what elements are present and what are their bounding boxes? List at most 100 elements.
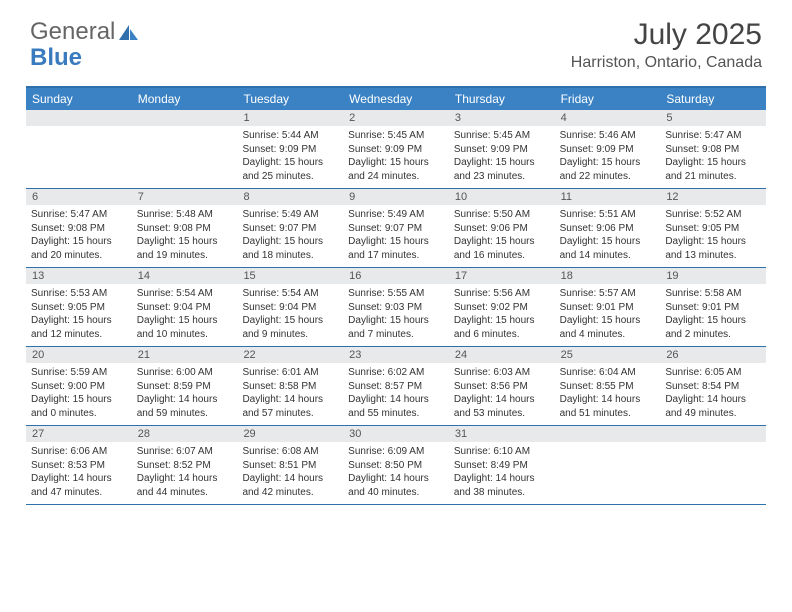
sunrise-line: Sunrise: 5:48 AM [137, 208, 233, 222]
sunset-line: Sunset: 8:53 PM [31, 459, 127, 473]
day-number: 4 [555, 110, 661, 126]
sunset-line: Sunset: 9:07 PM [348, 222, 444, 236]
day-number: 27 [26, 426, 132, 442]
day-cell: 31Sunrise: 6:10 AMSunset: 8:49 PMDayligh… [449, 426, 555, 504]
day-number: 18 [555, 268, 661, 284]
daylight-line: Daylight: 14 hours and 49 minutes. [665, 393, 761, 420]
day-number: 14 [132, 268, 238, 284]
daylight-line: Daylight: 15 hours and 0 minutes. [31, 393, 127, 420]
day-number [555, 426, 661, 442]
sunrise-line: Sunrise: 6:03 AM [454, 366, 550, 380]
sunrise-line: Sunrise: 5:55 AM [348, 287, 444, 301]
day-body: Sunrise: 6:03 AMSunset: 8:56 PMDaylight:… [449, 363, 555, 424]
day-cell: 6Sunrise: 5:47 AMSunset: 9:08 PMDaylight… [26, 189, 132, 267]
sunrise-line: Sunrise: 5:49 AM [242, 208, 338, 222]
sunset-line: Sunset: 8:50 PM [348, 459, 444, 473]
daylight-line: Daylight: 15 hours and 21 minutes. [665, 156, 761, 183]
day-cell: 8Sunrise: 5:49 AMSunset: 9:07 PMDaylight… [237, 189, 343, 267]
day-cell: 15Sunrise: 5:54 AMSunset: 9:04 PMDayligh… [237, 268, 343, 346]
day-body: Sunrise: 5:49 AMSunset: 9:07 PMDaylight:… [237, 205, 343, 266]
week-row: 27Sunrise: 6:06 AMSunset: 8:53 PMDayligh… [26, 426, 766, 505]
day-cell: 12Sunrise: 5:52 AMSunset: 9:05 PMDayligh… [660, 189, 766, 267]
daylight-line: Daylight: 14 hours and 53 minutes. [454, 393, 550, 420]
day-cell: 23Sunrise: 6:02 AMSunset: 8:57 PMDayligh… [343, 347, 449, 425]
day-body: Sunrise: 6:00 AMSunset: 8:59 PMDaylight:… [132, 363, 238, 424]
sunset-line: Sunset: 9:06 PM [454, 222, 550, 236]
daylight-line: Daylight: 15 hours and 25 minutes. [242, 156, 338, 183]
daylight-line: Daylight: 15 hours and 17 minutes. [348, 235, 444, 262]
day-number: 5 [660, 110, 766, 126]
sunrise-line: Sunrise: 5:54 AM [137, 287, 233, 301]
day-cell: 13Sunrise: 5:53 AMSunset: 9:05 PMDayligh… [26, 268, 132, 346]
day-body: Sunrise: 5:51 AMSunset: 9:06 PMDaylight:… [555, 205, 661, 266]
sunrise-line: Sunrise: 6:05 AM [665, 366, 761, 380]
day-cell: 11Sunrise: 5:51 AMSunset: 9:06 PMDayligh… [555, 189, 661, 267]
sunset-line: Sunset: 9:01 PM [665, 301, 761, 315]
week-row: 13Sunrise: 5:53 AMSunset: 9:05 PMDayligh… [26, 268, 766, 347]
sunset-line: Sunset: 9:08 PM [137, 222, 233, 236]
day-cell [26, 110, 132, 188]
day-body: Sunrise: 5:50 AMSunset: 9:06 PMDaylight:… [449, 205, 555, 266]
weekday-label: Sunday [26, 88, 132, 110]
sunset-line: Sunset: 8:55 PM [560, 380, 656, 394]
day-number: 28 [132, 426, 238, 442]
day-number: 16 [343, 268, 449, 284]
sunset-line: Sunset: 9:06 PM [560, 222, 656, 236]
day-body: Sunrise: 6:08 AMSunset: 8:51 PMDaylight:… [237, 442, 343, 503]
day-body [555, 442, 661, 500]
day-number: 15 [237, 268, 343, 284]
day-cell: 7Sunrise: 5:48 AMSunset: 9:08 PMDaylight… [132, 189, 238, 267]
sunset-line: Sunset: 9:04 PM [242, 301, 338, 315]
day-number: 29 [237, 426, 343, 442]
daylight-line: Daylight: 15 hours and 22 minutes. [560, 156, 656, 183]
day-cell: 4Sunrise: 5:46 AMSunset: 9:09 PMDaylight… [555, 110, 661, 188]
sunset-line: Sunset: 9:04 PM [137, 301, 233, 315]
day-number: 12 [660, 189, 766, 205]
day-number: 19 [660, 268, 766, 284]
sunrise-line: Sunrise: 5:51 AM [560, 208, 656, 222]
sunrise-line: Sunrise: 5:49 AM [348, 208, 444, 222]
weekday-label: Wednesday [343, 88, 449, 110]
sunrise-line: Sunrise: 6:04 AM [560, 366, 656, 380]
sunset-line: Sunset: 8:51 PM [242, 459, 338, 473]
day-cell: 29Sunrise: 6:08 AMSunset: 8:51 PMDayligh… [237, 426, 343, 504]
day-number: 1 [237, 110, 343, 126]
day-body: Sunrise: 6:09 AMSunset: 8:50 PMDaylight:… [343, 442, 449, 503]
week-row: 1Sunrise: 5:44 AMSunset: 9:09 PMDaylight… [26, 110, 766, 189]
day-body: Sunrise: 5:47 AMSunset: 9:08 PMDaylight:… [660, 126, 766, 187]
sunrise-line: Sunrise: 5:47 AM [665, 129, 761, 143]
daylight-line: Daylight: 15 hours and 14 minutes. [560, 235, 656, 262]
sunset-line: Sunset: 9:00 PM [31, 380, 127, 394]
sunset-line: Sunset: 9:01 PM [560, 301, 656, 315]
day-number: 20 [26, 347, 132, 363]
sunrise-line: Sunrise: 5:45 AM [454, 129, 550, 143]
day-cell: 27Sunrise: 6:06 AMSunset: 8:53 PMDayligh… [26, 426, 132, 504]
day-body [660, 442, 766, 500]
logo-text-2: Blue [30, 44, 82, 72]
week-row: 6Sunrise: 5:47 AMSunset: 9:08 PMDaylight… [26, 189, 766, 268]
sunrise-line: Sunrise: 5:47 AM [31, 208, 127, 222]
sunset-line: Sunset: 9:05 PM [665, 222, 761, 236]
daylight-line: Daylight: 15 hours and 9 minutes. [242, 314, 338, 341]
sunrise-line: Sunrise: 5:50 AM [454, 208, 550, 222]
daylight-line: Daylight: 15 hours and 2 minutes. [665, 314, 761, 341]
daylight-line: Daylight: 14 hours and 55 minutes. [348, 393, 444, 420]
day-cell [660, 426, 766, 504]
day-body: Sunrise: 6:10 AMSunset: 8:49 PMDaylight:… [449, 442, 555, 503]
sunrise-line: Sunrise: 6:02 AM [348, 366, 444, 380]
sunrise-line: Sunrise: 6:01 AM [242, 366, 338, 380]
logo: General [30, 18, 140, 46]
day-cell: 2Sunrise: 5:45 AMSunset: 9:09 PMDaylight… [343, 110, 449, 188]
day-body: Sunrise: 6:06 AMSunset: 8:53 PMDaylight:… [26, 442, 132, 503]
sunset-line: Sunset: 9:08 PM [31, 222, 127, 236]
day-cell: 22Sunrise: 6:01 AMSunset: 8:58 PMDayligh… [237, 347, 343, 425]
daylight-line: Daylight: 15 hours and 6 minutes. [454, 314, 550, 341]
day-body: Sunrise: 6:02 AMSunset: 8:57 PMDaylight:… [343, 363, 449, 424]
month-title: July 2025 [571, 18, 762, 52]
weekday-label: Saturday [660, 88, 766, 110]
sunset-line: Sunset: 9:05 PM [31, 301, 127, 315]
day-number: 17 [449, 268, 555, 284]
day-body: Sunrise: 6:07 AMSunset: 8:52 PMDaylight:… [132, 442, 238, 503]
logo-text-1: General [30, 18, 115, 46]
day-cell: 17Sunrise: 5:56 AMSunset: 9:02 PMDayligh… [449, 268, 555, 346]
